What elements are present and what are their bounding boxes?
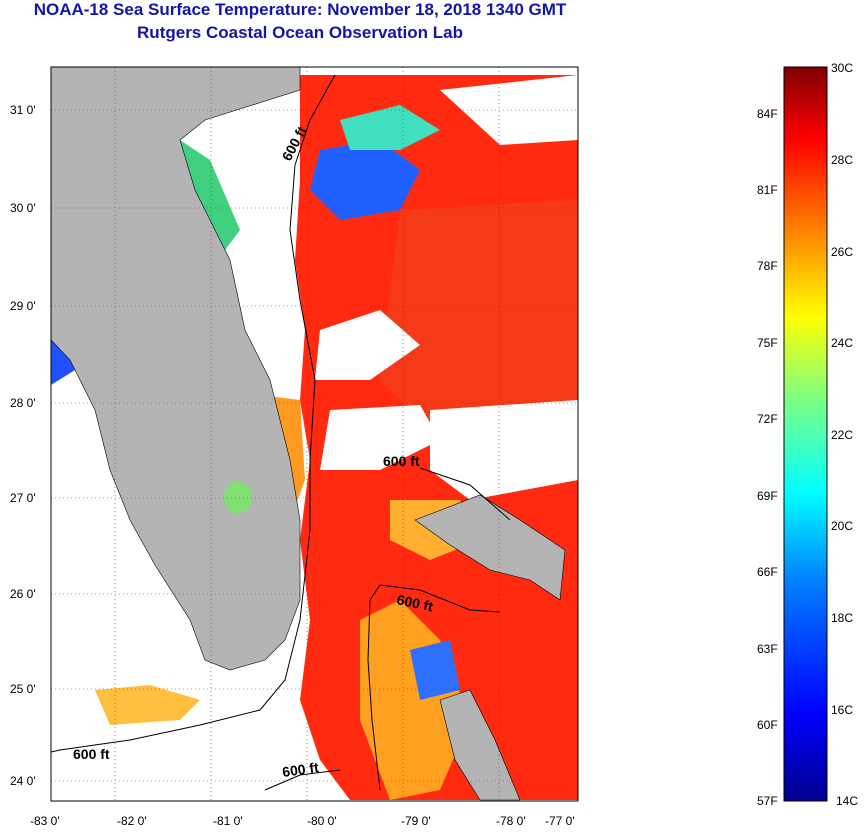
- cloud-gap: [430, 400, 578, 500]
- fahrenheit-label: 84F: [757, 107, 778, 121]
- contour-600ft: [419, 467, 511, 521]
- longitude-labels: -83 0' -82 0' -81 0' -80 0' -79 0' -78 0…: [30, 814, 575, 828]
- celsius-label: 14C: [836, 794, 858, 808]
- cloud-gap: [315, 310, 420, 380]
- celsius-label: 22C: [831, 428, 853, 442]
- fahrenheit-label: 63F: [757, 642, 778, 656]
- colorbar-celsius-labels: 30C 28C 26C 24C 22C 20C 18C 16C 14C: [831, 61, 858, 808]
- lat-label: 31 0': [10, 103, 36, 117]
- celsius-label: 20C: [831, 519, 853, 533]
- celsius-label: 16C: [831, 703, 853, 717]
- fahrenheit-label: 81F: [757, 183, 778, 197]
- celsius-label: 28C: [831, 153, 853, 167]
- bahamas-land: [439, 689, 521, 801]
- lon-label: -82 0': [117, 814, 147, 828]
- cloud-gap: [440, 75, 578, 145]
- cold-patch: [410, 640, 460, 700]
- lake-okeechobee: [224, 481, 252, 513]
- contour-label: 600 ft: [281, 759, 320, 780]
- fahrenheit-label: 57F: [757, 794, 778, 808]
- lon-label: -83 0': [30, 814, 60, 828]
- map-frame: [50, 66, 579, 802]
- lon-label: -78 0': [496, 814, 526, 828]
- lat-label: 29 0': [10, 299, 36, 313]
- celsius-label: 24C: [831, 336, 853, 350]
- cold-patch: [340, 105, 440, 150]
- title-line-2: Rutgers Coastal Ocean Observation Lab: [137, 23, 463, 42]
- celsius-label: 30C: [831, 61, 853, 75]
- contour-600ft: [367, 599, 381, 791]
- lat-label: 30 0': [10, 201, 36, 215]
- contour-label: 600 ft: [73, 746, 110, 762]
- contour-600ft: [369, 584, 501, 613]
- contour-600ft: [264, 769, 341, 791]
- lat-label: 28 0': [10, 396, 36, 410]
- coastal-cold-water: [180, 140, 240, 250]
- lat-label: 27 0': [10, 491, 36, 505]
- fahrenheit-label: 72F: [757, 412, 778, 426]
- lon-label: -81 0': [213, 814, 243, 828]
- colorbar-fahrenheit-labels: 84F 81F 78F 75F 72F 69F 66F 63F 60F 57F: [757, 107, 778, 808]
- lat-label: 25 0': [10, 682, 36, 696]
- lon-label: -77 0': [545, 814, 575, 828]
- florida-land: [51, 67, 301, 671]
- colorbar: [783, 66, 828, 802]
- fahrenheit-label: 78F: [757, 259, 778, 273]
- warm-water-east: [380, 200, 578, 470]
- lat-label: 24 0': [10, 774, 36, 788]
- celsius-label: 26C: [831, 245, 853, 259]
- cloud-gap: [320, 405, 440, 470]
- map-imagery: 600 ft 600 ft 600 ft 600 ft 600 ft: [51, 67, 578, 801]
- bahamas-land: [414, 494, 566, 601]
- fahrenheit-label: 75F: [757, 336, 778, 350]
- fahrenheit-label: 69F: [757, 489, 778, 503]
- title-line-1: NOAA-18 Sea Surface Temperature: Novembe…: [33, 0, 567, 19]
- gulf-shelf-water: [95, 685, 200, 725]
- contour-label: 600 ft: [383, 453, 420, 469]
- lat-label: 26 0': [10, 587, 36, 601]
- cold-patch: [310, 140, 420, 220]
- lon-label: -80 0': [307, 814, 337, 828]
- fahrenheit-label: 60F: [757, 718, 778, 732]
- contour-label: 600 ft: [395, 591, 434, 614]
- fahrenheit-label: 66F: [757, 565, 778, 579]
- celsius-label: 18C: [831, 611, 853, 625]
- contour-600ft: [51, 74, 336, 753]
- lon-label: -79 0': [401, 814, 431, 828]
- latitude-labels: 31 0' 30 0' 29 0' 28 0' 27 0' 26 0' 25 0…: [10, 103, 36, 788]
